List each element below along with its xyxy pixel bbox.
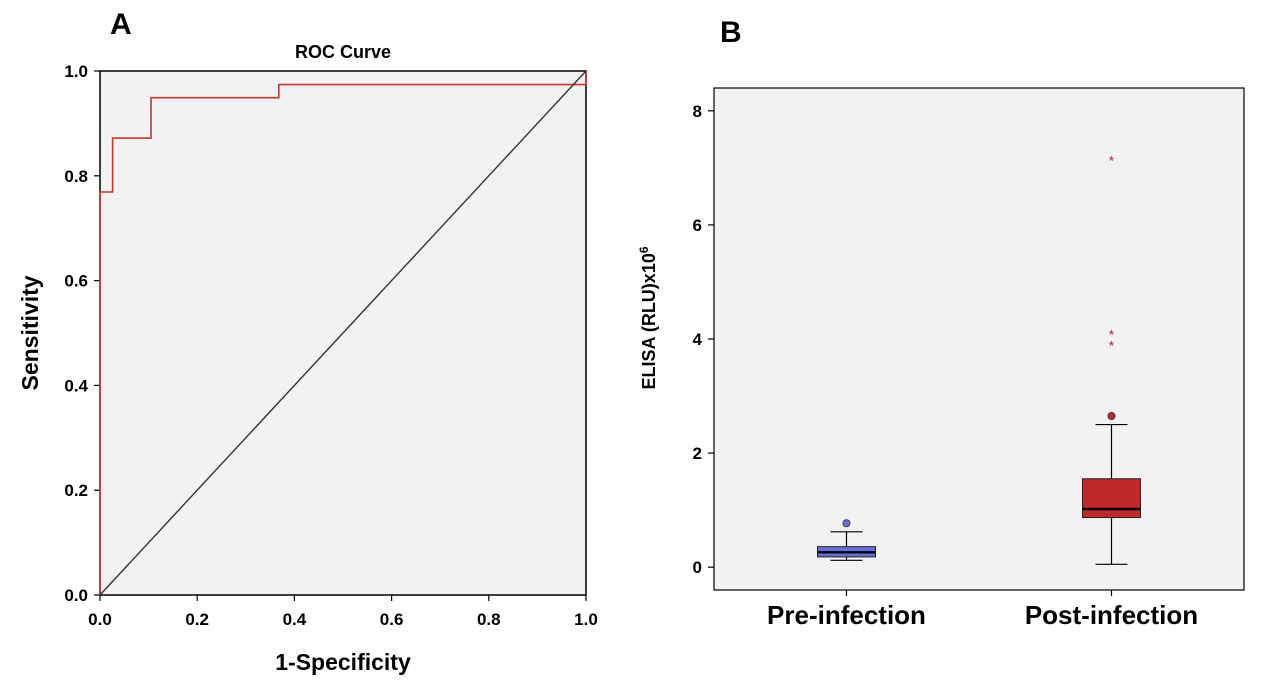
roc-x-tick-label: 0.2	[185, 610, 209, 629]
extreme-outlier-star: *	[1109, 338, 1115, 354]
box-y-axis-label: ELISA (RLU)x106	[637, 246, 659, 389]
extreme-outlier-star: *	[1109, 152, 1115, 168]
roc-x-tick-label: 1.0	[574, 610, 598, 629]
roc-y-tick-label: 0.0	[64, 586, 88, 605]
box-y-tick-label: 8	[693, 102, 702, 121]
box-y-axis-label-main: ELISA (RLU)x10	[639, 253, 659, 389]
roc-ticks: 0.0 0.2 0.4 0.6 0.8 1.0 0.0 0.2 0.4 0.6 0.8 1.0	[64, 62, 597, 629]
box-y-axis-label-exponent: 6	[637, 246, 651, 253]
roc-series	[99, 70, 587, 596]
roc-x-tick-label: 0.0	[88, 610, 112, 629]
panel-b-label: B	[720, 16, 742, 49]
box-marks: ***	[817, 152, 1141, 565]
box-category-label: Post-infection	[1025, 600, 1198, 630]
roc-x-tick-label: 0.4	[283, 610, 307, 629]
roc-title: ROC Curve	[295, 42, 391, 62]
roc-x-tick-label: 0.8	[477, 610, 501, 629]
outlier-point	[842, 519, 851, 528]
box-ticks: 0 2 4 6 8 Pre-infection Post-infection	[693, 102, 1199, 630]
box-y-tick-label: 0	[693, 558, 702, 577]
roc-y-tick-label: 0.4	[64, 376, 88, 395]
box-iqr	[1082, 478, 1141, 519]
box-category-label: Pre-infection	[767, 600, 926, 630]
roc-y-tick-label: 1.0	[64, 62, 88, 81]
box-y-tick-label: 4	[693, 330, 703, 349]
roc-y-tick-label: 0.6	[64, 272, 88, 291]
reference-diagonal-line	[99, 70, 587, 596]
roc-x-axis-label: 1-Specificity	[275, 649, 411, 675]
roc-x-tick-label: 0.6	[380, 610, 404, 629]
box-plot-area	[713, 87, 1245, 591]
box-y-tick-label: 6	[693, 216, 702, 235]
panel-a-label: A	[110, 8, 132, 41]
extreme-outlier-star: *	[1109, 326, 1115, 342]
roc-panel: A ROC Curve 1-Specificity Sensitivity 0.…	[17, 8, 598, 675]
outlier-point	[1107, 412, 1116, 421]
box-y-tick-label: 2	[693, 444, 702, 463]
roc-y-axis-label: Sensitivity	[17, 275, 43, 390]
roc-y-tick-label: 0.2	[64, 481, 88, 500]
roc-y-tick-label: 0.8	[64, 167, 88, 186]
roc-curve-line	[99, 71, 587, 595]
